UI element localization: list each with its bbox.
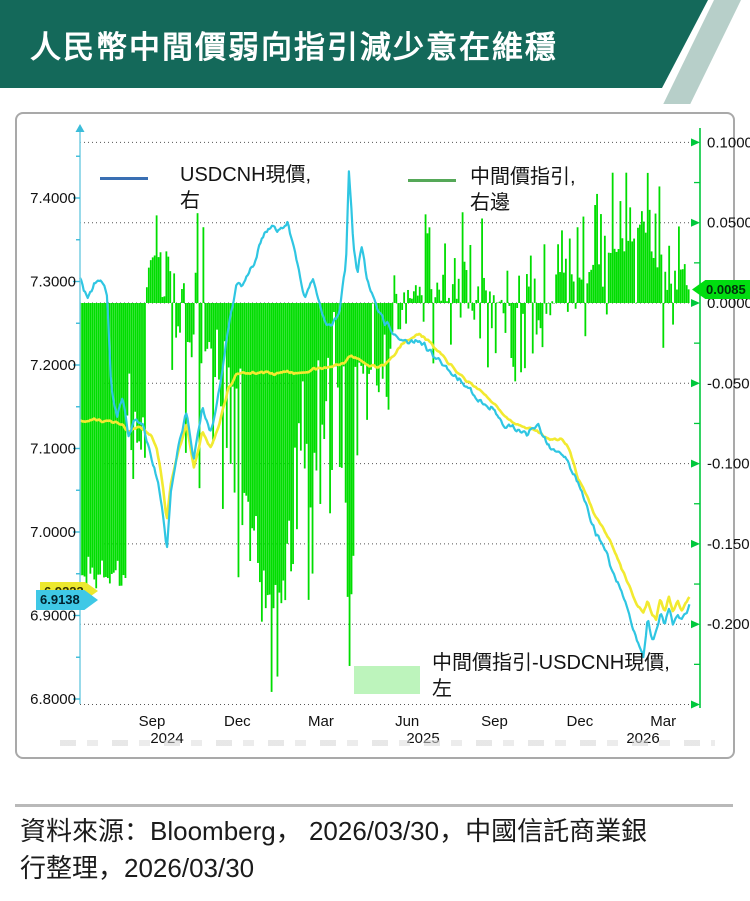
spot-last-value-tag: 6.9138 bbox=[36, 590, 98, 610]
legend-spot-label: USDCNH現價, bbox=[180, 164, 312, 186]
svg-text:6.8000: 6.8000 bbox=[30, 691, 76, 708]
svg-text:7.4000: 7.4000 bbox=[30, 190, 76, 207]
svg-text:-0.2000: -0.2000 bbox=[707, 616, 750, 633]
svg-text:0.0000: 0.0000 bbox=[707, 295, 750, 312]
svg-text:0.1000: 0.1000 bbox=[707, 134, 750, 151]
svg-text:7.3000: 7.3000 bbox=[30, 274, 76, 291]
legend-diff-label: 中間價指引-USDCNH現價, bbox=[432, 652, 670, 674]
svg-text:-0.1500: -0.1500 bbox=[707, 536, 750, 553]
header-banner: 人民幣中間價弱向指引減少意在維穩 bbox=[0, 0, 708, 88]
svg-text:Mar: Mar bbox=[308, 713, 334, 730]
faint-footer-watermark bbox=[60, 740, 715, 746]
svg-text:Sep: Sep bbox=[139, 713, 166, 730]
source-line-1: 資料來源：Bloomberg， 2026/03/30，中國信託商業銀 bbox=[20, 816, 648, 846]
spot-line-swatch-icon bbox=[100, 177, 148, 180]
spread-bar-swatch-icon bbox=[354, 666, 420, 694]
svg-text:Dec: Dec bbox=[224, 713, 251, 730]
svg-text:Mar: Mar bbox=[650, 713, 676, 730]
data-source-note: 資料來源：Bloomberg， 2026/03/30，中國信託商業銀 行整理，2… bbox=[20, 813, 735, 887]
svg-text:7.1000: 7.1000 bbox=[30, 441, 76, 458]
source-line-2: 行整理，2026/03/30 bbox=[20, 853, 255, 883]
svg-text:Sep: Sep bbox=[481, 713, 508, 730]
svg-text:-0.1000: -0.1000 bbox=[707, 456, 750, 473]
svg-text:-0.0500: -0.0500 bbox=[707, 375, 750, 392]
legend-fix-axis-side: 右邊 bbox=[470, 192, 510, 214]
svg-text:7.2000: 7.2000 bbox=[30, 357, 76, 374]
svg-text:Dec: Dec bbox=[567, 713, 594, 730]
svg-text:7.0000: 7.0000 bbox=[30, 524, 76, 541]
diff-last-value: 0.0085 bbox=[706, 282, 746, 297]
legend-spot-axis-side: 右 bbox=[180, 190, 200, 212]
legend-diff-axis-side: 左 bbox=[432, 678, 452, 700]
svg-text:Jun: Jun bbox=[395, 713, 419, 730]
page-title: 人民幣中間價弱向指引減少意在維穩 bbox=[30, 30, 558, 65]
svg-text:6.9000: 6.9000 bbox=[30, 608, 76, 625]
legend-fix-label: 中間價指引, bbox=[470, 166, 576, 188]
chart-card bbox=[15, 112, 735, 759]
spot-last-value: 6.9138 bbox=[40, 592, 80, 607]
diff-last-value-tag: 0.0085 bbox=[692, 280, 750, 299]
svg-text:0.0500: 0.0500 bbox=[707, 215, 750, 232]
fix-line-swatch-icon bbox=[408, 179, 456, 182]
chart-canvas: 7.4000 7.3000 7.2000 7.1000 7.0000 6.9000 6.80… bbox=[30, 124, 750, 747]
footer-divider bbox=[15, 804, 733, 807]
